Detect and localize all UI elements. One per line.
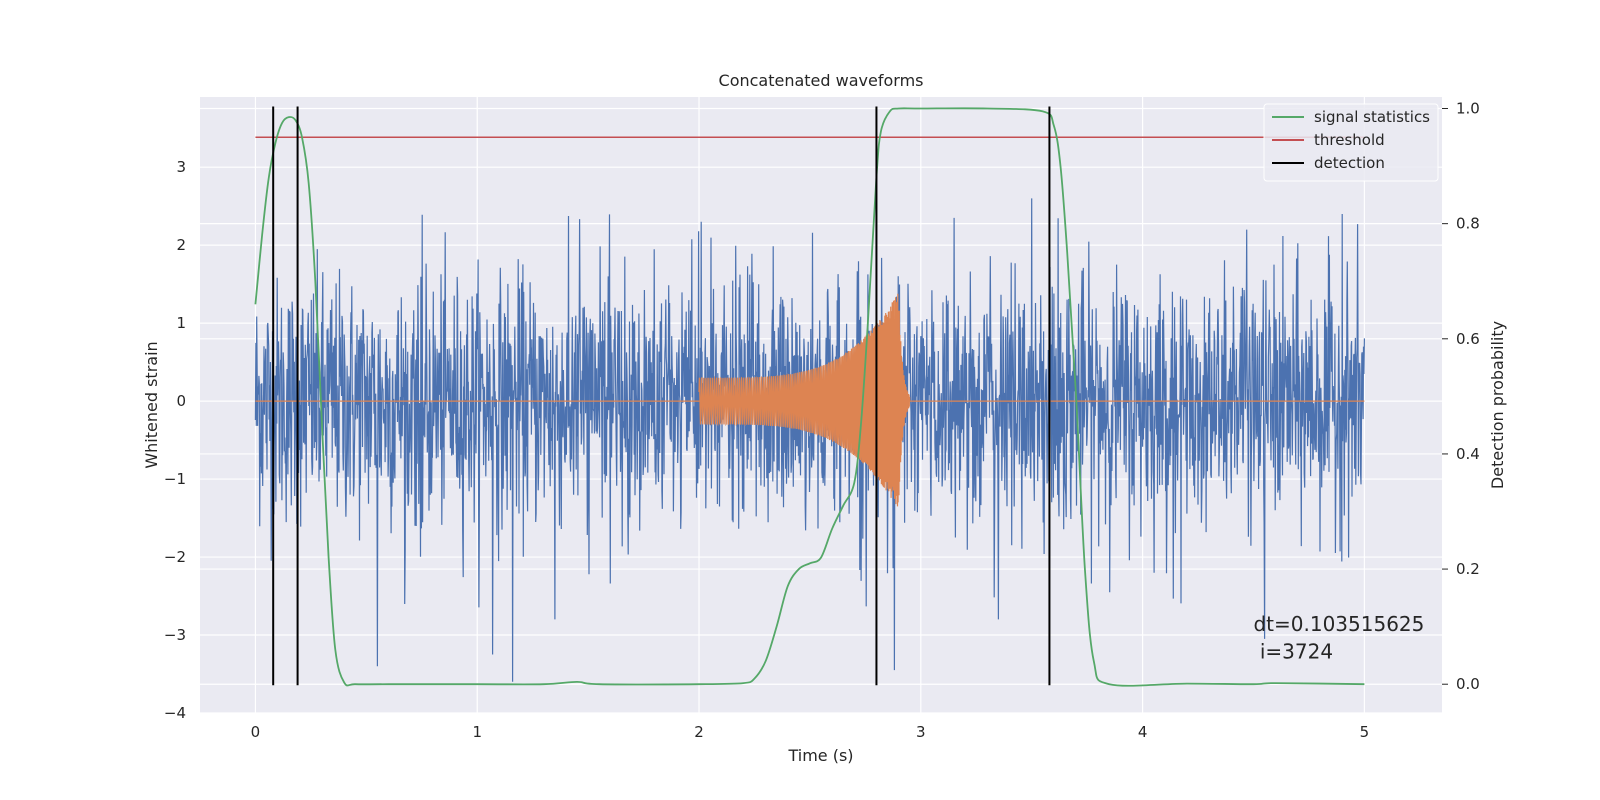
chart-title: Concatenated waveforms [719,71,924,90]
x-tick-label: 0 [251,723,261,741]
legend-label: threshold [1314,131,1385,149]
legend: signal statistics threshold detection [1263,103,1439,182]
y2-tick-label: 0.6 [1456,330,1480,348]
y-tick-label: −4 [164,704,186,722]
annotation-dt: dt=0.103515625 [1253,612,1424,636]
y-axis-label: Whitened strain [142,341,161,468]
y-tick-label: −2 [164,548,186,566]
y2-tick-label: 0.2 [1456,560,1480,578]
noise-strain-series [254,198,1365,682]
x-tick-label: 5 [1360,723,1370,741]
legend-label: detection [1314,154,1385,172]
x-tick-label: 4 [1138,723,1148,741]
signal-statistics-series [254,107,1365,687]
template-strain-series [255,293,1365,507]
y-tick-label: −3 [164,626,186,644]
y-tick-label: 3 [176,158,186,176]
y2-tick-label: 1.0 [1456,100,1480,118]
annotation-index: i=3724 [1253,639,1333,663]
y2-tick-label: 0.4 [1456,445,1480,463]
x-axis-ticks: 0 1 2 3 4 5 [251,723,1369,741]
x-tick-label: 3 [916,723,926,741]
legend-label: signal statistics [1314,108,1430,126]
x-axis-label: Time (s) [787,746,853,765]
detection-lines [272,106,1051,686]
x-tick-label: 1 [472,723,482,741]
y2-tick-label: 0.8 [1456,215,1480,233]
plot-area [254,106,1365,687]
legend-box [1263,103,1439,182]
y2-tick-label: 0.0 [1456,675,1480,693]
y-tick-label: −1 [164,470,186,488]
x-tick-label: 2 [694,723,704,741]
y-tick-label: 0 [176,392,186,410]
y2-axis-ticks: 0.0 0.2 0.4 0.6 0.8 1.0 [1442,100,1480,693]
y-tick-label: 1 [176,314,186,332]
y-axis-ticks: −4 −3 −2 −1 0 1 2 3 [164,158,186,722]
y2-axis-label: Detection probability [1488,321,1507,489]
y-tick-label: 2 [176,236,186,254]
